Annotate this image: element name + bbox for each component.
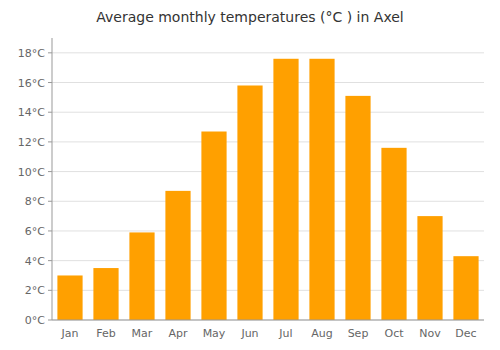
bar [57,275,82,320]
y-tick [48,260,52,261]
bar [129,232,154,320]
y-tick-label: 0°C [25,314,45,327]
y-axis-line [52,38,53,320]
y-tick-label: 4°C [25,255,45,268]
chart: Average monthly temperatures (°C ) in Ax… [0,0,500,350]
x-tick-label: Feb [96,327,115,340]
y-tick-label: 10°C [18,166,45,179]
x-tick-label: Dec [455,327,476,340]
bar [309,59,334,320]
x-tick-label: May [203,327,226,340]
x-tick-label: Jan [61,327,79,340]
x-tick-label: Aug [311,327,332,340]
y-tick [48,320,52,321]
y-tick-label: 18°C [18,47,45,60]
y-tick [48,230,52,231]
bar [165,191,190,320]
y-tick [48,290,52,291]
bar [381,148,406,320]
bars [57,59,478,320]
y-tick-label: 16°C [18,77,45,90]
grid-line [52,201,484,202]
y-tick [48,201,52,202]
bar [345,96,370,320]
grid-line [52,141,484,142]
y-tick-label: 6°C [25,225,45,238]
bar [237,85,262,320]
title: Average monthly temperatures (°C ) in Ax… [96,9,404,25]
y-tick [48,82,52,83]
y-tick [48,141,52,142]
grid-line [52,82,484,83]
x-tick-label: Apr [168,327,188,340]
bar [453,256,478,320]
x-tick-label: Jul [278,327,292,340]
grid-line [52,320,484,321]
grid-line [52,171,484,172]
x-axis-line [52,320,484,321]
x-tick-label: Mar [132,327,153,340]
y-tick [48,52,52,53]
bar [417,216,442,320]
bar [273,59,298,320]
y-tick [48,112,52,113]
x-axis: Jan Feb Mar Apr May Jun Jul Aug Sep Oct Nov Dec [52,320,484,340]
y-tick [48,171,52,172]
x-tick-label: Nov [419,327,441,340]
x-tick-label: Sep [348,327,369,340]
grid-line [52,52,484,53]
x-tick-label: Oct [384,327,404,340]
bar [201,132,226,320]
y-tick-label: 2°C [25,284,45,297]
y-axis: 0°C 2°C 4°C 6°C 8°C 10°C 12°C 14°C 16°C 18°C [18,38,52,327]
x-tick-label: Jun [240,327,258,340]
grid-line [52,112,484,113]
y-tick-label: 14°C [18,106,45,119]
chart-container: Average monthly temperatures (°C ) in Ax… [0,0,500,350]
bar [93,268,118,320]
grid [52,53,484,320]
y-tick-label: 8°C [25,195,45,208]
y-tick-label: 12°C [18,136,45,149]
